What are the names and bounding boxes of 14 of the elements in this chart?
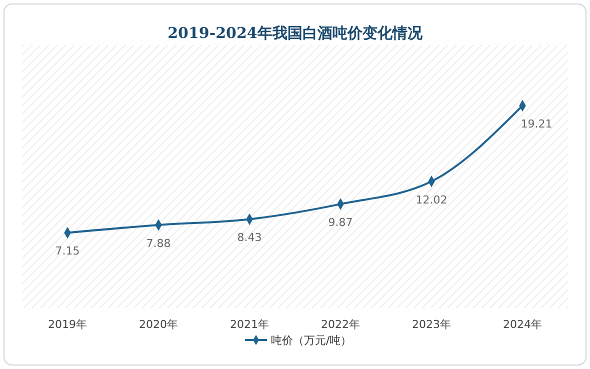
chart-title: 2019-2024年我国白酒吨价变化情况 <box>168 24 424 42</box>
x-tick-label: 2022年 <box>321 318 360 331</box>
data-label: 7.88 <box>146 237 171 250</box>
x-tick-label: 2019年 <box>48 318 87 331</box>
data-label: 7.15 <box>55 244 80 258</box>
x-tick-label: 2020年 <box>139 318 178 331</box>
data-label: 19.21 <box>520 118 552 131</box>
legend-label: 吨价（万元/吨） <box>271 334 352 347</box>
x-tick-label: 2023年 <box>412 318 451 331</box>
data-label: 8.43 <box>237 231 262 244</box>
data-label: 9.87 <box>328 216 353 230</box>
data-label: 12.02 <box>416 193 448 206</box>
x-tick-label: 2021年 <box>230 318 269 331</box>
x-tick-label: 2024年 <box>503 318 542 331</box>
